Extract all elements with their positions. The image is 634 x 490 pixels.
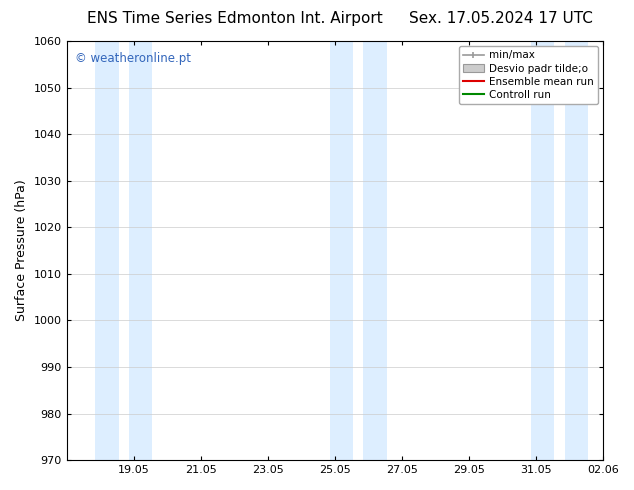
- Legend: min/max, Desvio padr tilde;o, Ensemble mean run, Controll run: min/max, Desvio padr tilde;o, Ensemble m…: [459, 46, 598, 104]
- Bar: [330, 41, 353, 460]
- Bar: [564, 41, 588, 460]
- Bar: [363, 41, 387, 460]
- Text: ENS Time Series Edmonton Int. Airport: ENS Time Series Edmonton Int. Airport: [87, 11, 382, 26]
- Bar: [95, 41, 119, 460]
- Y-axis label: Surface Pressure (hPa): Surface Pressure (hPa): [15, 180, 28, 321]
- Bar: [129, 41, 152, 460]
- Text: © weatheronline.pt: © weatheronline.pt: [75, 51, 191, 65]
- Text: Sex. 17.05.2024 17 UTC: Sex. 17.05.2024 17 UTC: [409, 11, 593, 26]
- Bar: [531, 41, 555, 460]
